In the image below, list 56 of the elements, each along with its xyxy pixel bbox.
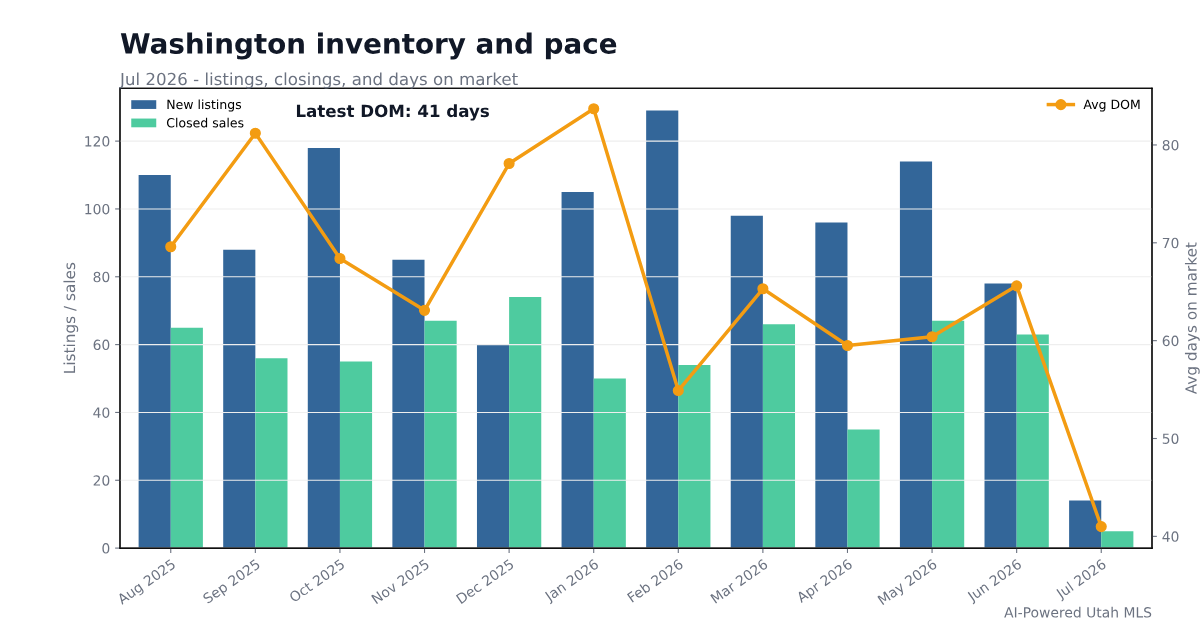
legend-label: Avg DOM xyxy=(1083,99,1140,112)
point xyxy=(757,283,769,295)
y2-axis-title: Avg days on market xyxy=(1184,242,1200,395)
chart-subtitle: Jul 2026 - listings, closings, and days on market xyxy=(119,72,518,89)
y-tick-label: 20 xyxy=(93,475,110,486)
y-tick-label: 80 xyxy=(93,271,110,283)
y2-tick-label: 40 xyxy=(1162,531,1179,542)
bar xyxy=(646,110,679,549)
point xyxy=(1011,280,1023,292)
point xyxy=(249,127,261,139)
bar xyxy=(138,175,171,549)
bar xyxy=(678,364,711,549)
point xyxy=(1095,521,1107,533)
bar xyxy=(392,259,425,549)
bar xyxy=(730,215,763,549)
y-tick-label: 40 xyxy=(93,407,110,418)
point xyxy=(588,103,600,115)
legend-label: Closed sales xyxy=(166,117,244,128)
text: AI-Powered Utah MLS xyxy=(1004,606,1152,618)
y-axis-title: Listings / sales xyxy=(63,262,79,373)
point xyxy=(672,385,684,397)
point xyxy=(334,252,346,265)
chart-title: Washington inventory and pace xyxy=(120,32,617,60)
bar xyxy=(815,222,848,549)
bar xyxy=(984,283,1017,549)
annotation: Latest DOM: 41 days xyxy=(296,104,489,121)
bar xyxy=(932,320,965,549)
point xyxy=(841,339,854,352)
y-tick-label: 100 xyxy=(85,203,110,215)
y2-tick-label: 60 xyxy=(1162,335,1179,347)
y2-tick-label: 80 xyxy=(1162,139,1179,151)
bar xyxy=(339,361,373,549)
bar xyxy=(424,320,457,549)
point xyxy=(418,304,431,316)
bar xyxy=(593,378,626,549)
legend-label: New listings xyxy=(167,99,242,112)
bar xyxy=(762,324,796,549)
bar xyxy=(476,344,510,549)
bar xyxy=(509,297,542,549)
point xyxy=(503,157,515,170)
y-tick-label: 60 xyxy=(93,339,110,351)
bar xyxy=(899,161,933,549)
point xyxy=(926,331,938,343)
bar xyxy=(307,147,340,549)
bar xyxy=(1101,531,1134,549)
y2-tick-label: 50 xyxy=(1162,433,1179,444)
point xyxy=(165,241,177,253)
bar xyxy=(561,191,594,549)
y-tick-label: 0 xyxy=(102,543,110,554)
bar xyxy=(255,358,288,549)
y-tick-label: 120 xyxy=(85,136,110,147)
bar xyxy=(847,429,880,549)
y2-tick-label: 70 xyxy=(1162,237,1179,249)
bar xyxy=(223,249,256,549)
bar xyxy=(1016,334,1049,549)
bar xyxy=(170,327,203,549)
